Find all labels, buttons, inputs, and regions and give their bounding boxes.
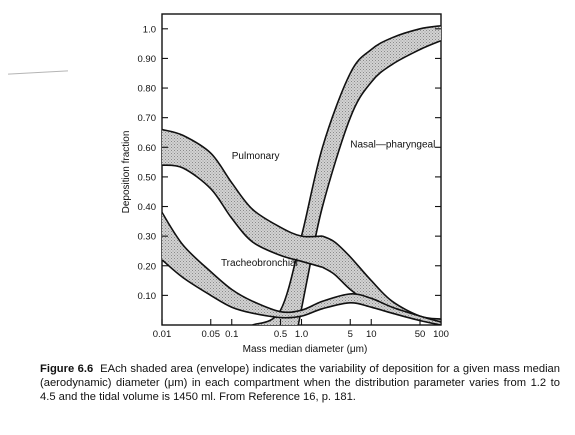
nasal-pharyngeal-lower-line [297, 39, 441, 325]
y-tick-label: 0.80 [138, 84, 157, 95]
tracheobronchial-band [162, 212, 441, 325]
x-tick-label: 5 [348, 329, 353, 340]
figure-caption: Figure 6.6 EAch shaded area (envelope) i… [40, 363, 560, 404]
pulmonary-upper-line [162, 128, 323, 238]
x-tick-label: 0.5 [274, 329, 287, 340]
tracheobronchial-lower-line [162, 259, 441, 325]
y-axis-title: Deposition fraction [121, 131, 132, 214]
y-tick-label: 0.70 [138, 113, 157, 124]
y-tick-label: 0.90 [138, 54, 157, 65]
x-tick-label: 0.01 [153, 329, 172, 340]
x-tick-label: 100 [433, 329, 449, 340]
y-tick-label: 0.10 [138, 291, 157, 302]
x-tick-label: 10 [366, 329, 377, 340]
deposition-chart: 0.10 0.20 0.30 0.40 0.50 0.60 0.70 0.80 0.90 1.0 0… [121, 13, 449, 355]
y-tick-label: 0.20 [138, 261, 157, 272]
x-tick-label: 0.1 [225, 329, 238, 340]
y-tick-label: 1.0 [143, 24, 156, 35]
tracheobronchial-upper-line [162, 211, 441, 323]
x-tick-label: 0.05 [202, 329, 221, 340]
y-tick-label: 0.60 [138, 143, 157, 154]
x-axis-title: Mass median diameter (μm) [243, 344, 368, 355]
y-tick-label: 0.50 [138, 172, 157, 183]
figure-caption-text: EAch shaded area (envelope) indicates th… [40, 363, 560, 403]
y-tick-label: 0.30 [138, 232, 157, 243]
x-tick-label: 50 [415, 329, 426, 340]
nasal-pharyngeal-upper-line [252, 25, 441, 325]
figure-label: Figure 6.6 [40, 363, 94, 375]
annotation-pulmonary: Pulmonary [232, 151, 280, 162]
annotation-nasal-pharyngeal: Nasal—pharyngeal [350, 139, 435, 150]
y-tick-label: 0.40 [138, 202, 157, 213]
x-tick-label: 1.0 [295, 329, 308, 340]
annotation-tracheobronchial: Tracheobronchial [221, 258, 298, 269]
pulmonary-lower-line [162, 164, 323, 268]
